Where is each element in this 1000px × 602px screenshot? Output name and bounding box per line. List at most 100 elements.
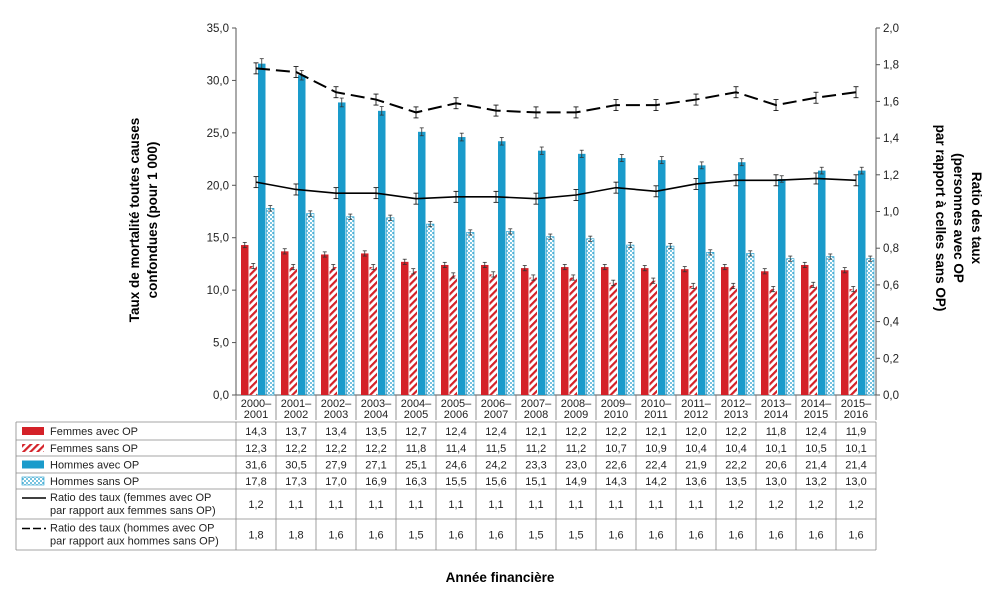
bar-hatched-red xyxy=(529,277,537,395)
x-tick-label: 2009 xyxy=(564,409,588,421)
table-cell: 15,1 xyxy=(525,476,546,488)
bar-hatched-red xyxy=(409,271,417,395)
bar-solid-red xyxy=(641,268,649,395)
table-cell: 27,9 xyxy=(325,460,346,472)
table-cell: 1,6 xyxy=(808,530,823,542)
bar-solid-blue xyxy=(378,110,386,395)
table-cell: 13,7 xyxy=(285,426,306,438)
bar-solid-blue xyxy=(858,170,866,395)
table-cell: 10,4 xyxy=(685,443,706,455)
table-cell: 13,0 xyxy=(845,476,866,488)
table-cell: 10,1 xyxy=(845,443,866,455)
x-tick-label: 2016 xyxy=(844,409,868,421)
x-tick-label: 2000– xyxy=(241,398,272,410)
bar-hatched-red xyxy=(449,275,457,395)
bar-dotted-blue xyxy=(346,216,355,396)
bar-dotted-blue xyxy=(706,252,715,396)
y-tick-label-right: 1,4 xyxy=(883,133,900,145)
table-cell: 10,5 xyxy=(805,443,826,455)
x-tick-label: 2002 xyxy=(284,409,308,421)
bar-solid-blue xyxy=(298,75,306,395)
legend-swatch-dotted-blue xyxy=(21,476,45,486)
x-tick-label: 2006– xyxy=(481,398,512,410)
y-tick-label-right: 2,0 xyxy=(883,23,899,35)
bar-hatched-red xyxy=(569,277,577,395)
bar-solid-red xyxy=(321,254,329,395)
legend-label: Femmes sans OP xyxy=(50,443,138,455)
y-tick-label-right: 0,4 xyxy=(883,317,900,329)
table-cell: 21,4 xyxy=(845,460,866,472)
table-cell: 1,5 xyxy=(568,530,583,542)
table-cell: 13,4 xyxy=(325,426,346,438)
table-cell: 15,6 xyxy=(485,476,506,488)
ratio-lines xyxy=(253,62,859,205)
bars xyxy=(241,58,875,396)
axes: 0,0 5,0 10,0 15,0 20,0 25,0 30,0 35,0 0,0 0,2 0,4 0… xyxy=(207,23,900,421)
table-cell: 1,1 xyxy=(288,499,303,511)
bar-solid-red xyxy=(521,268,529,395)
x-tick-label: 2002– xyxy=(321,398,352,410)
bar-dotted-blue xyxy=(826,256,835,396)
table-cell: 21,4 xyxy=(805,460,826,472)
bar-solid-blue xyxy=(738,162,746,395)
y-axis-title-left-line: Taux de mortalité toutes causes xyxy=(127,117,142,323)
bar-solid-blue xyxy=(578,153,586,395)
y-tick-label-left: 35,0 xyxy=(207,23,229,35)
table-cell: 25,1 xyxy=(405,460,426,472)
table-cell: 1,6 xyxy=(728,530,743,542)
table-cell: 16,9 xyxy=(365,476,386,488)
bar-hatched-red xyxy=(289,267,297,395)
bar-solid-red xyxy=(601,267,609,395)
bar-solid-red xyxy=(761,271,769,395)
bar-dotted-blue xyxy=(666,245,675,396)
bar-solid-blue xyxy=(658,160,666,395)
table-cell: 11,5 xyxy=(486,443,507,455)
table-cell: 1,1 xyxy=(488,499,503,511)
y-tick-label-left: 0,0 xyxy=(213,390,229,402)
table-cell: 12,2 xyxy=(605,426,626,438)
x-tick-label: 2014– xyxy=(801,398,832,410)
table-cell: 10,4 xyxy=(725,443,746,455)
x-tick-label: 2009– xyxy=(601,398,632,410)
legend-label: Ratio des taux (femmes avec OP xyxy=(50,492,211,504)
bar-dotted-blue xyxy=(426,223,435,396)
table-cell: 22,6 xyxy=(605,460,626,472)
table-cell: 1,1 xyxy=(648,499,663,511)
x-tick-label: 2001 xyxy=(244,409,268,421)
y-axis-title-left-line: confondues (pour 1 000) xyxy=(145,141,160,299)
y-tick-label-right: 1,8 xyxy=(883,60,899,72)
table-cell: 23,0 xyxy=(565,460,586,472)
table-cell: 1,2 xyxy=(768,499,783,511)
table-cell: 1,1 xyxy=(608,499,623,511)
bar-solid-red xyxy=(681,269,689,395)
table-cell: 20,6 xyxy=(765,460,786,472)
bar-dotted-blue xyxy=(466,232,475,396)
bar-hatched-red xyxy=(809,284,817,395)
x-tick-label: 2008– xyxy=(561,398,592,410)
legend-label: Hommes sans OP xyxy=(50,476,139,488)
ratio-line-solid xyxy=(255,177,857,200)
table-cell: 1,6 xyxy=(688,530,703,542)
table-cell: 1,6 xyxy=(488,530,503,542)
table-cell: 1,1 xyxy=(568,499,583,511)
bar-solid-red xyxy=(561,267,569,395)
bar-hatched-red xyxy=(489,274,497,395)
bar-hatched-red xyxy=(689,285,697,395)
bar-hatched-red xyxy=(609,282,617,395)
table-cell: 13,6 xyxy=(685,476,706,488)
legend-swatch-solid-red xyxy=(22,427,44,435)
table-cell: 17,3 xyxy=(285,476,306,488)
table-cell: 1,6 xyxy=(768,530,783,542)
x-tick-label: 2007 xyxy=(484,409,508,421)
table-cell: 1,2 xyxy=(808,499,823,511)
bar-dotted-blue xyxy=(306,213,315,396)
x-tick-label: 2001– xyxy=(281,398,312,410)
y-tick-label-left: 5,0 xyxy=(213,338,229,350)
bar-solid-blue xyxy=(338,102,346,395)
legend-label: Hommes avec OP xyxy=(50,460,139,472)
table-cell: 10,9 xyxy=(645,443,666,455)
table-cell: 1,2 xyxy=(248,499,263,511)
table-cell: 12,3 xyxy=(245,443,266,455)
bar-dotted-blue xyxy=(386,217,395,396)
bar-dotted-blue xyxy=(746,253,755,396)
